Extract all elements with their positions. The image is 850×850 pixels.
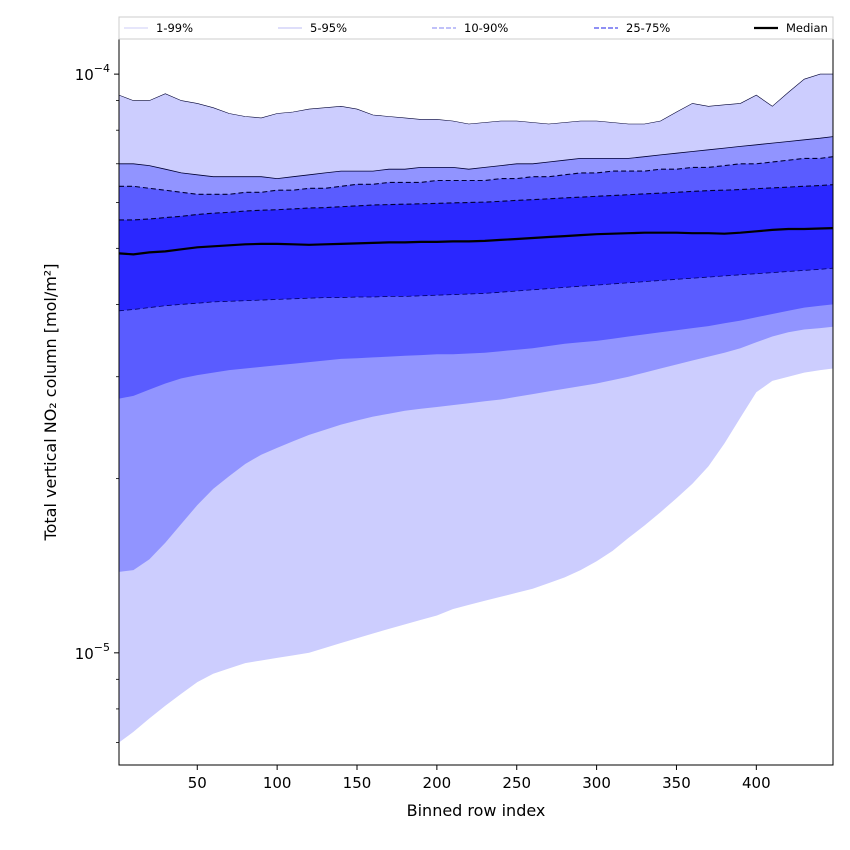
legend-label: 10-90%	[464, 21, 508, 35]
y-tick-label: 10−5	[75, 641, 110, 663]
x-tick-label: 200	[423, 774, 452, 792]
x-tick-label: 150	[343, 774, 372, 792]
x-axis: 50 100 150 200 250 300 350 400	[188, 765, 771, 792]
x-tick-label: 50	[188, 774, 207, 792]
x-axis-title: Binned row index	[407, 801, 546, 820]
series-layer	[119, 227, 833, 256]
legend-label: 1-99%	[156, 21, 193, 35]
y-tick-label: 10−4	[75, 62, 110, 84]
series-median-line	[119, 227, 833, 256]
legend-label: 25-75%	[626, 21, 670, 35]
x-tick-label: 400	[742, 774, 771, 792]
legend-box	[118, 16, 834, 40]
x-tick-label: 300	[582, 774, 611, 792]
y-axis: 10−5 10−4	[75, 62, 119, 743]
band-25-75%-area	[119, 184, 833, 311]
y-axis-title: Total vertical NO₂ column [mol/m²]	[41, 264, 60, 542]
band-1-99%-upper-line	[119, 73, 833, 125]
legend: 1-99% 5-95% 10-90% 25-75% Median	[118, 16, 834, 40]
x-tick-label: 100	[263, 774, 292, 792]
bands-layer	[119, 73, 833, 743]
legend-label: Median	[786, 21, 828, 35]
band-5-95%-upper-line	[119, 136, 833, 180]
x-tick-label: 250	[502, 774, 531, 792]
x-tick-label: 350	[662, 774, 691, 792]
legend-label: 5-95%	[310, 21, 347, 35]
